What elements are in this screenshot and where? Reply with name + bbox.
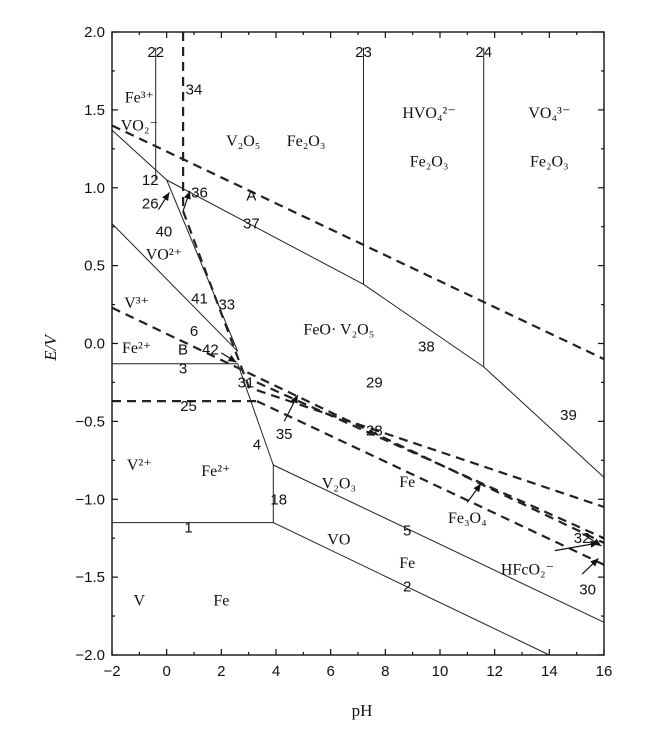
region-label: FeO· V₂O₅ [303, 321, 374, 338]
y-tick-label: −0.5 [75, 413, 105, 430]
line-number-label: 1 [184, 519, 192, 536]
x-tick-label: 10 [432, 663, 449, 680]
region-label: V₂O₅ [226, 133, 260, 150]
line-number-label: 31 [238, 374, 255, 391]
x-tick-label: 0 [162, 663, 170, 680]
line-number-label: 29 [366, 374, 383, 391]
region-label: VO²⁺ [146, 247, 182, 264]
line-number-label: 36 [191, 184, 208, 201]
arrow-head-0 [162, 192, 170, 202]
axes-layer: −2 0 2 4 6 8 10 12 14 162.01.51.00.50.0−0.5−1.0−1… [75, 24, 612, 680]
region-label: Fe [399, 474, 415, 491]
region-label: VO [327, 532, 350, 549]
line-number-label: 6 [190, 323, 198, 340]
line-number-label: 30 [579, 582, 596, 599]
y-tick-label: 1.0 [84, 180, 105, 197]
line-number-label: 38 [418, 339, 435, 356]
solid-line-41 [166, 179, 239, 352]
line-number-label: 12 [142, 172, 159, 189]
region-label: V²⁺ [127, 457, 152, 474]
line-number-label: 37 [243, 216, 260, 233]
line-number-label: 18 [270, 491, 287, 508]
arrow-head-4 [473, 483, 481, 493]
y-tick-label: 1.5 [84, 102, 105, 119]
lines-layer [111, 32, 605, 656]
region-label: VO₂⁻ [121, 117, 158, 134]
region-label: Fe²⁺ [122, 340, 151, 357]
solid-line-37 [166, 179, 364, 285]
line-number-label: 3 [179, 360, 187, 377]
arrow-head-1 [184, 190, 191, 200]
line-number-label: 32 [574, 530, 591, 547]
dashed-line-A [111, 124, 605, 361]
arrows-layer [157, 190, 602, 575]
x-tick-label: 8 [381, 663, 389, 680]
line-number-label: 2 [403, 578, 411, 595]
region-label: Fe²⁺ [201, 463, 230, 480]
region-label: Fe₃O₄ [448, 510, 487, 527]
region-label: V [134, 592, 146, 609]
line-number-label: A [246, 188, 256, 205]
line-number-label: 5 [403, 522, 411, 539]
region-label: Fe [399, 555, 415, 572]
line-number-label: B [178, 342, 188, 359]
line-number-label: 34 [186, 82, 203, 99]
x-tick-label: 14 [541, 663, 558, 680]
solid-line-38 [363, 283, 484, 368]
y-tick-label: −1.0 [75, 491, 105, 508]
arrow-head-2 [227, 354, 237, 363]
line-number-label: 28 [366, 423, 383, 440]
solid-line-12 [111, 129, 168, 181]
line-number-label: 26 [142, 195, 159, 212]
line-number-label: 33 [218, 297, 235, 314]
solid-line-39 [483, 366, 605, 478]
line-number-label: 23 [355, 44, 372, 61]
region-label: V³⁺ [124, 295, 149, 312]
x-tick-label: 6 [326, 663, 334, 680]
y-tick-label: 0.5 [84, 258, 105, 275]
y-axis-label: E/V [41, 333, 60, 362]
x-tick-label: 12 [486, 663, 503, 680]
region-label: HVO₄²⁻ [402, 105, 455, 122]
region-label: VO₄³⁻ [528, 105, 570, 122]
line-number-label: 24 [475, 44, 492, 61]
region-label: Fe³⁺ [125, 89, 154, 106]
region-label: Fe₂O₃ [287, 133, 326, 150]
y-tick-label: 2.0 [84, 24, 105, 41]
x-tick-label: −2 [103, 663, 120, 680]
region-label: HFcO₂⁻ [501, 561, 554, 578]
line-number-label: 39 [560, 407, 577, 424]
arrow-head-7 [592, 538, 602, 546]
dashed-line-32 [256, 389, 605, 509]
region-label: Fe₂O₃ [410, 153, 449, 170]
line-number-label: 4 [253, 437, 261, 454]
line-number-label: 41 [191, 290, 208, 307]
solid-line-6 [111, 223, 239, 352]
line-number-label: 22 [147, 44, 164, 61]
dashed-line-33 [182, 210, 252, 391]
solid-line-4 [237, 363, 274, 466]
dashed-line-28 [256, 400, 605, 566]
arrow-head-3 [291, 394, 298, 404]
y-tick-label: 0.0 [84, 336, 105, 353]
line-number-label: 40 [156, 223, 173, 240]
dashed-line-29 [256, 381, 605, 540]
x-tick-label: 2 [217, 663, 225, 680]
solid-line-5 [273, 464, 605, 623]
y-tick-label: −1.5 [75, 569, 105, 586]
arrow-head-6 [590, 558, 599, 567]
solid-line-2 [273, 522, 550, 656]
x-axis-label: pH [352, 701, 373, 720]
x-tick-label: 16 [596, 663, 613, 680]
region-label: Fe₂O₃ [530, 153, 569, 170]
y-tick-label: −2.0 [75, 647, 105, 664]
region-label: V₂O₃ [322, 476, 356, 493]
line-number-label: 25 [180, 398, 197, 415]
x-tick-label: 4 [272, 663, 280, 680]
line-number-label: 42 [202, 342, 219, 359]
region-label: Fe [213, 592, 229, 609]
line-number-label: 35 [276, 426, 293, 443]
